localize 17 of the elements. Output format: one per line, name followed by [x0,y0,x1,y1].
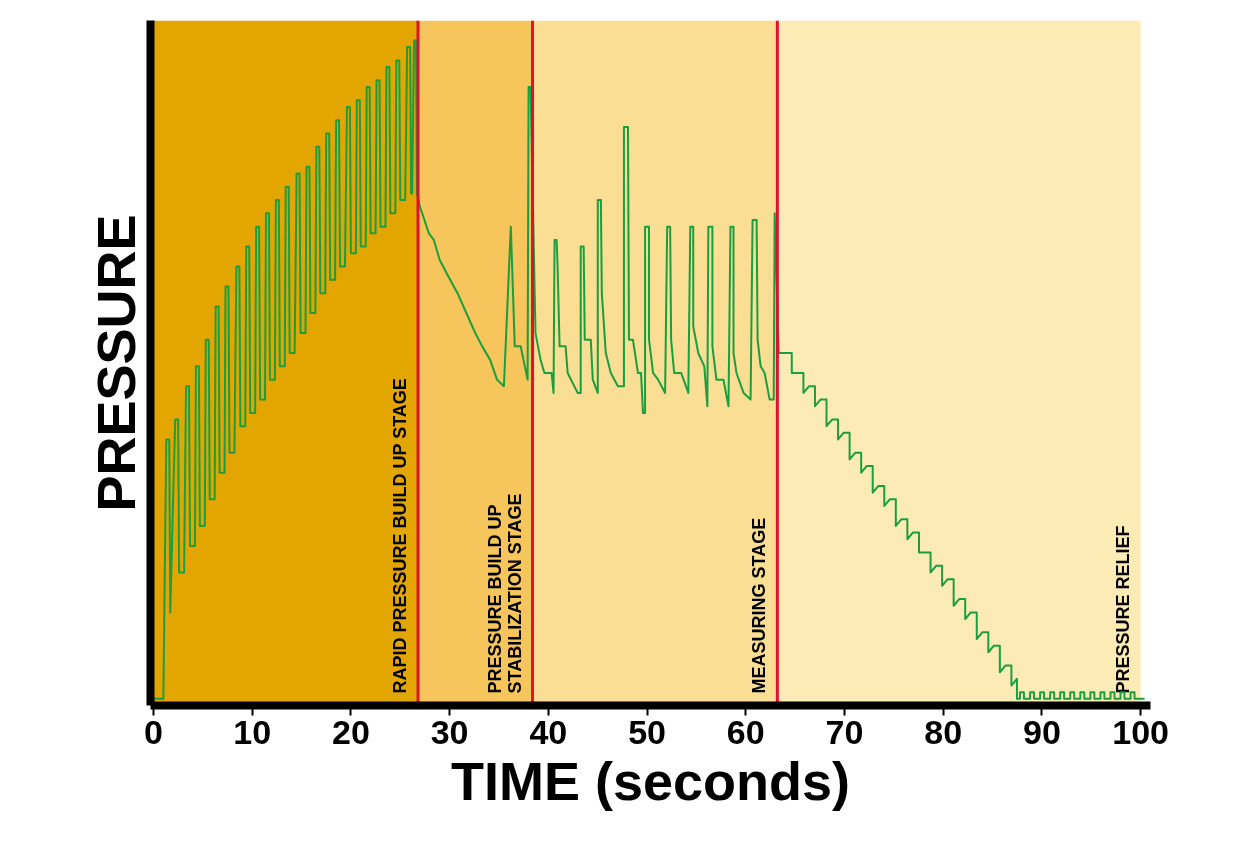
band-label: MEASURING STAGE [749,517,770,694]
x-tick-label: 100 [1112,712,1169,751]
band-label: PRESSURE BUILD UP STABILIZATION STAGE [484,493,525,694]
x-tick-label: 60 [726,712,765,751]
x-tick-label: 90 [1023,712,1061,751]
band-label: PRESSURE RELIEF [1112,525,1133,694]
x-tick-label: 20 [331,712,370,751]
x-tick-label: 10 [233,712,272,751]
band-label: RAPID PRESSURE BUILD UP STAGE [390,378,411,694]
x-tick-label: 30 [430,712,469,751]
x-tick-label: 80 [924,712,963,751]
x-tick-label: 50 [628,712,666,751]
x-tick-label: 40 [529,712,568,751]
y-axis-title: PRESSURE [85,214,146,512]
x-tick-label: 0 [144,712,163,751]
x-axis-title: TIME (seconds) [450,750,851,811]
x-tick-label: 70 [825,712,864,751]
